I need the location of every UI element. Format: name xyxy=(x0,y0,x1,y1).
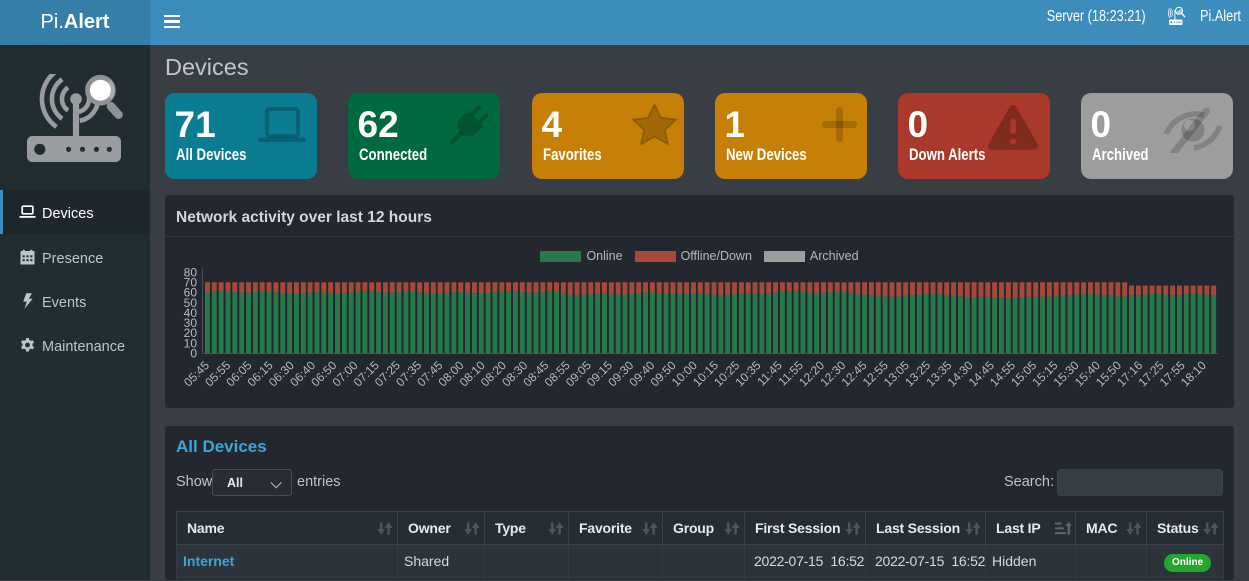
svg-text:18:10: 18:10 xyxy=(1178,358,1209,389)
svg-text:30: 30 xyxy=(184,316,198,330)
svg-text:70: 70 xyxy=(184,275,198,289)
svg-text:20: 20 xyxy=(184,326,198,340)
svg-text:0: 0 xyxy=(190,347,197,361)
svg-text:60: 60 xyxy=(184,286,198,300)
svg-text:40: 40 xyxy=(184,306,198,320)
svg-text:50: 50 xyxy=(184,296,198,310)
svg-text:80: 80 xyxy=(184,265,198,279)
svg-text:10: 10 xyxy=(184,336,198,350)
